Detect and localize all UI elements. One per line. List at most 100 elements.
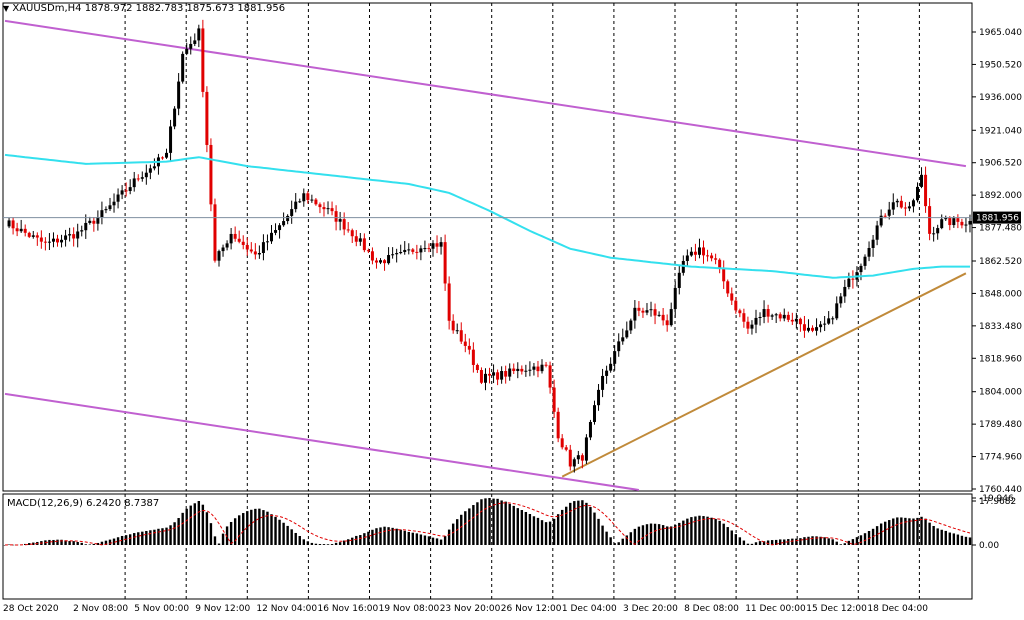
macd-bar bbox=[516, 508, 519, 545]
macd-bar bbox=[476, 502, 479, 545]
candle-body bbox=[286, 215, 290, 222]
macd-bar bbox=[908, 518, 911, 545]
candle-body bbox=[181, 53, 185, 82]
price-axis-label: 1774.960 bbox=[979, 453, 1022, 463]
macd-bar bbox=[242, 513, 245, 545]
candle-body bbox=[136, 178, 140, 180]
candle-body bbox=[875, 225, 879, 240]
macd-bar bbox=[738, 537, 742, 545]
macd-bar bbox=[706, 516, 709, 545]
price-axis-label: 1950.520 bbox=[979, 60, 1022, 70]
macd-bar bbox=[726, 527, 729, 545]
candle-body bbox=[621, 337, 625, 342]
macd-bar bbox=[480, 499, 483, 545]
macd-bar bbox=[512, 505, 515, 545]
time-axis-label: 5 Nov 00:00 bbox=[134, 604, 189, 614]
candle-body bbox=[899, 200, 903, 208]
candle-body bbox=[968, 221, 972, 225]
macd-bar bbox=[108, 539, 112, 545]
macd-bar bbox=[968, 537, 972, 545]
candle-body bbox=[556, 411, 560, 439]
macd-bar bbox=[229, 521, 233, 545]
macd-bar bbox=[940, 529, 943, 545]
macd-bar bbox=[710, 517, 713, 545]
candle-body bbox=[806, 327, 810, 331]
macd-bar bbox=[504, 501, 507, 545]
symbol-label: XAUUSDm,H4 bbox=[12, 3, 82, 14]
candle-body bbox=[419, 248, 423, 253]
candle-body bbox=[31, 235, 35, 237]
candle-body bbox=[928, 206, 932, 234]
macd-bar bbox=[302, 539, 305, 545]
dropdown-triangle-icon[interactable]: ▼ bbox=[3, 4, 10, 13]
macd-bar bbox=[609, 537, 612, 545]
candle-body bbox=[467, 345, 471, 350]
candle-body bbox=[120, 190, 124, 195]
macd-bar bbox=[665, 526, 669, 545]
candle-body bbox=[588, 421, 592, 438]
candle-body bbox=[185, 48, 189, 54]
macd-bar bbox=[314, 543, 318, 545]
candle-body bbox=[750, 324, 754, 329]
candle-body bbox=[572, 459, 576, 467]
macd-bar bbox=[250, 509, 253, 545]
macd-bar bbox=[306, 541, 310, 545]
candle-body bbox=[685, 255, 689, 261]
price-axis-label: 1760.440 bbox=[979, 485, 1022, 495]
candle-body bbox=[201, 28, 205, 92]
candle-body bbox=[657, 314, 661, 316]
candle-body bbox=[411, 249, 415, 252]
macd-bar bbox=[500, 500, 503, 545]
macd-bar bbox=[641, 525, 645, 545]
candle-body bbox=[39, 237, 43, 242]
macd-bar bbox=[334, 542, 338, 545]
macd-bar bbox=[233, 518, 237, 545]
candle-body bbox=[730, 293, 734, 301]
macd-bar bbox=[468, 508, 471, 545]
candle-body bbox=[673, 287, 677, 310]
candle-body bbox=[72, 234, 76, 239]
candle-body bbox=[924, 174, 928, 207]
macd-bar bbox=[391, 527, 394, 545]
candle-body bbox=[160, 157, 164, 159]
candle-body bbox=[815, 327, 819, 331]
macd-bar bbox=[359, 535, 362, 545]
macd-bar bbox=[318, 544, 322, 545]
macd-bar bbox=[803, 537, 806, 545]
macd-bar bbox=[104, 540, 108, 545]
candle-body bbox=[907, 206, 911, 209]
macd-bar bbox=[64, 540, 67, 545]
candle-body bbox=[100, 210, 104, 218]
macd-bar bbox=[621, 538, 624, 545]
candle-body bbox=[322, 207, 326, 210]
candle-body bbox=[358, 238, 362, 242]
time-axis-label: 28 Oct 2020 bbox=[3, 604, 59, 614]
macd-bar bbox=[496, 498, 499, 545]
time-axis-label: 15 Dec 12:00 bbox=[806, 604, 867, 614]
macd-bar bbox=[282, 522, 285, 545]
candle-body bbox=[479, 370, 483, 383]
macd-label: MACD(12,26,9) 6.2420 8.7387 bbox=[7, 498, 160, 509]
candle-body bbox=[165, 152, 169, 158]
macd-bar bbox=[593, 512, 596, 545]
macd-bar bbox=[217, 543, 221, 545]
macd-bar bbox=[92, 543, 96, 545]
candle-body bbox=[802, 324, 806, 331]
macd-bar bbox=[791, 538, 794, 545]
macd-bar bbox=[484, 498, 487, 545]
candle-body bbox=[722, 267, 726, 282]
candle-body bbox=[774, 314, 778, 316]
candle-body bbox=[496, 372, 500, 380]
candle-body bbox=[794, 318, 798, 322]
time-axis-label: 9 Nov 12:00 bbox=[195, 604, 250, 614]
macd-bar bbox=[924, 518, 927, 545]
candle-body bbox=[205, 91, 209, 145]
candle-body bbox=[637, 307, 641, 311]
candle-body bbox=[835, 303, 839, 319]
candle-body bbox=[314, 199, 318, 205]
candle-body bbox=[64, 235, 68, 240]
candle-body bbox=[883, 215, 887, 217]
candle-body bbox=[891, 202, 895, 210]
candle-body bbox=[217, 251, 221, 261]
